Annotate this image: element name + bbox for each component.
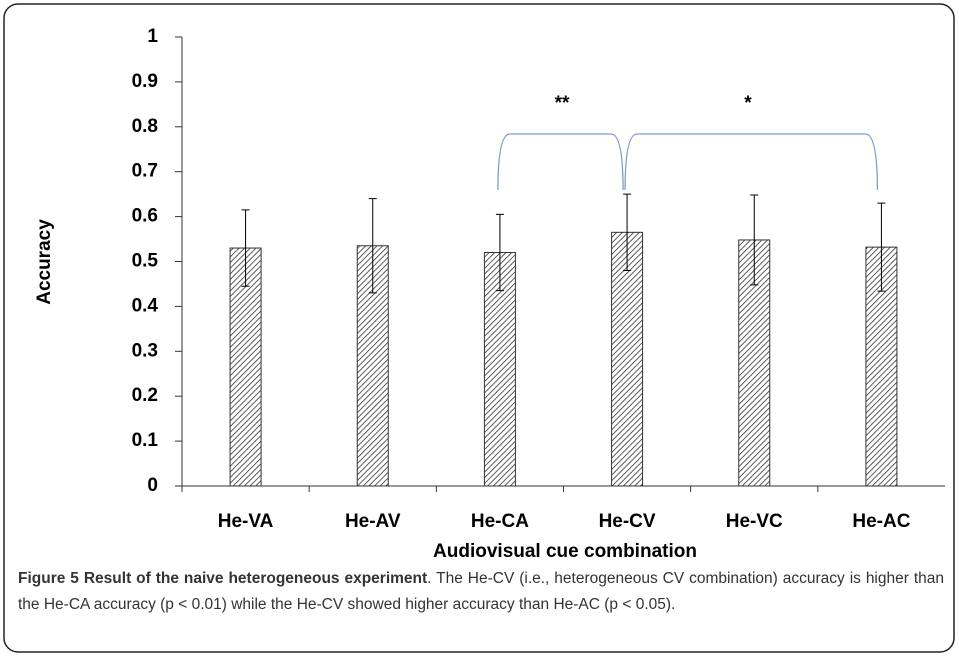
significance-bracket: [624, 133, 879, 191]
caption: Figure 5 Result of the naive heterogeneo…: [18, 566, 944, 618]
bar: [611, 231, 644, 487]
significance-bracket: [497, 133, 624, 191]
caption-title: Result of the naive heterogeneous experi…: [83, 570, 428, 587]
y-tick-label: 0.2: [132, 385, 158, 406]
caption-label: Figure 5: [18, 570, 79, 587]
frame: [3, 3, 955, 653]
x-tick-label: He-AV: [345, 511, 401, 532]
y-tick-label: 0.6: [132, 206, 158, 227]
y-tick-label: 0.4: [132, 295, 159, 316]
y-tick-label: 0.1: [132, 430, 159, 451]
y-axis-title: Accuracy: [34, 219, 55, 305]
caption-text: . The He-CV (i.e., heterogeneous CV comb…: [18, 570, 944, 613]
significance-label: *: [744, 93, 752, 114]
error-bar: [495, 213, 504, 292]
error-bar: [368, 198, 377, 294]
x-tick-label: He-CA: [471, 511, 529, 532]
y-tick-label: 0.7: [132, 161, 158, 182]
x-axis-title: Audiovisual cue combination: [433, 541, 697, 562]
y-tick-label: 0.5: [132, 251, 159, 272]
x-tick-label: He-AC: [852, 511, 910, 532]
y-tick-label: 0.9: [132, 71, 158, 92]
y-tick-label: 0: [147, 475, 158, 496]
error-bar: [877, 202, 886, 292]
y-tick-label: 1: [147, 26, 158, 47]
bar: [483, 252, 516, 487]
x-tick-label: He-VC: [726, 511, 783, 532]
x-tick-label: He-VA: [218, 511, 274, 532]
error-bar: [623, 193, 632, 271]
error-bar: [241, 209, 250, 287]
significance-label: **: [555, 93, 570, 114]
bar: [229, 247, 262, 487]
y-tick-label: 0.3: [132, 340, 158, 361]
y-tick-label: 0.8: [132, 116, 158, 137]
error-bar: [750, 194, 759, 286]
x-tick-label: He-CV: [599, 511, 656, 532]
